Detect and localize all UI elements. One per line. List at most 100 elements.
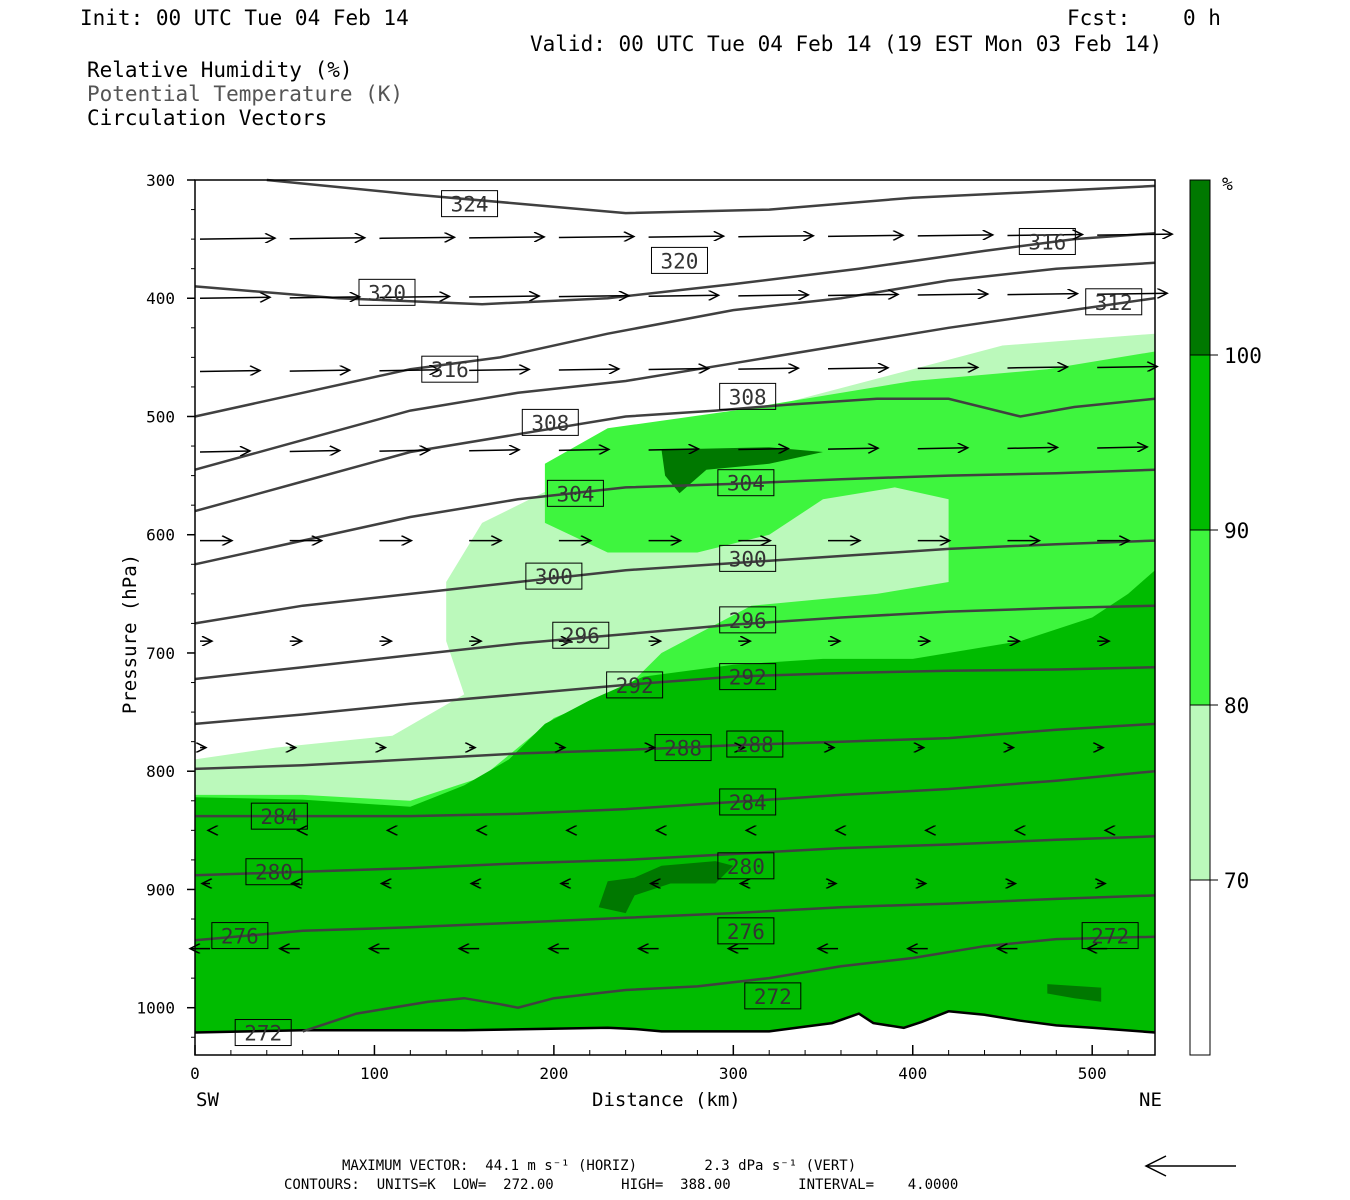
theta-contour-276	[194, 894, 1156, 942]
contour-label-box	[546, 479, 604, 507]
legend-potential-temperature: Potential Temperature (K)	[87, 82, 404, 106]
circulation-vector	[917, 294, 988, 295]
contour-label-box	[719, 544, 777, 572]
endpoint-sw: SW	[196, 1089, 219, 1111]
contour-label-box	[717, 469, 775, 497]
contour-label: 312	[1095, 291, 1133, 315]
circulation-vector	[1007, 447, 1057, 448]
circulation-vector	[738, 236, 813, 237]
circulation-vector	[917, 448, 968, 449]
circulation-vector	[828, 235, 903, 236]
contour-label-layer: 324 320 320 316 316 312 308 308 304 304 300 300 296 2…	[211, 190, 1143, 1047]
circulation-vector	[558, 296, 629, 297]
terrain-surface-line	[194, 1010, 1156, 1034]
contour-label-box	[441, 190, 499, 218]
contour-label: 320	[368, 281, 406, 305]
circulation-vector	[1097, 367, 1157, 368]
contour-label: 304	[727, 472, 765, 496]
y-tick-label: 1000	[136, 999, 175, 1018]
contour-label-box	[717, 852, 775, 880]
y-tick-label: 500	[146, 407, 175, 426]
contour-label: 272	[1091, 925, 1129, 949]
x-tick-label: 500	[1078, 1064, 1107, 1083]
theta-contour-308	[194, 397, 1156, 513]
colorbar-segment	[1189, 354, 1211, 531]
x-tick-label: 200	[539, 1064, 568, 1083]
y-tick-label: 400	[146, 289, 175, 308]
y-tick-label: 900	[146, 880, 175, 899]
contour-label-box	[521, 408, 579, 436]
contour-label: 284	[729, 791, 767, 815]
theta-contour-304	[194, 468, 1156, 566]
x-tick-label: 0	[190, 1064, 200, 1083]
y-tick-label: 300	[146, 171, 175, 190]
contour-label: 316	[1028, 230, 1066, 254]
circulation-vector	[469, 369, 529, 370]
circulation-vector	[379, 450, 429, 451]
contour-label-box	[421, 355, 479, 383]
circulation-vector	[738, 368, 798, 369]
y-tick-label: 800	[146, 762, 175, 781]
forecast-value: 0 h	[1183, 6, 1221, 30]
circulation-vector	[917, 367, 978, 368]
contour-label: 316	[431, 358, 469, 382]
theta-contour-300	[194, 539, 1156, 625]
contour-label: 276	[221, 925, 259, 949]
y-tick-label: 600	[146, 526, 175, 545]
circulation-vector	[1097, 447, 1147, 448]
contour-label: 308	[729, 385, 767, 409]
colorbar-tick-label: 90	[1224, 519, 1249, 543]
contour-label-box	[719, 663, 777, 691]
contour-label-box	[726, 730, 784, 758]
theta-contour-layer	[194, 178, 1156, 1033]
contours-info: CONTOURS: UNITS=K LOW= 272.00 HIGH= 388.…	[284, 1177, 959, 1193]
contour-label: 284	[260, 805, 298, 829]
circulation-vector	[828, 294, 898, 295]
colorbar-unit: %	[1222, 174, 1233, 195]
legend-relative-humidity: Relative Humidity (%)	[87, 58, 353, 82]
circulation-vector	[648, 295, 719, 296]
axes-layer: 300 400 500 600 700 800 900 1000 0 100 200 300 400 50…	[136, 171, 1156, 1083]
contour-label-box	[744, 982, 802, 1010]
contour-label-box	[1085, 288, 1143, 316]
theta-contour-272	[302, 935, 1156, 1033]
theta-contour-296	[194, 604, 1156, 681]
colorbar-tick-label: 80	[1224, 694, 1249, 718]
theta-contour-284	[195, 769, 1156, 818]
y-axis-title: Pressure (hPa)	[119, 553, 141, 715]
vector-layer	[190, 234, 1172, 948]
contour-label: 288	[664, 737, 702, 761]
contour-label: 280	[255, 861, 293, 885]
contour-label: 300	[729, 547, 767, 571]
colorbar-segment	[1189, 529, 1211, 706]
terrain-mask	[195, 1011, 1155, 1055]
x-tick-label: 300	[719, 1064, 748, 1083]
contour-label-box	[211, 922, 269, 950]
contour-label: 288	[736, 733, 774, 757]
contour-label-box	[719, 788, 777, 816]
contour-label-box	[1018, 227, 1076, 255]
circulation-vector	[828, 448, 878, 449]
contour-label: 272	[244, 1022, 282, 1046]
circulation-vector	[379, 237, 454, 238]
x-tick-label: 100	[360, 1064, 389, 1083]
theta-contour-316	[194, 261, 1156, 418]
reference-vector	[1144, 1155, 1236, 1177]
circulation-vector	[199, 297, 270, 298]
circulation-vector	[1097, 234, 1172, 235]
contour-label: 324	[451, 193, 489, 217]
circulation-vector	[558, 369, 619, 370]
circulation-vector	[289, 370, 350, 371]
colorbar-segment	[1189, 704, 1211, 881]
circulation-vector	[738, 449, 788, 450]
forecast-label: Fcst:	[1067, 6, 1131, 30]
circulation-vector	[289, 297, 360, 298]
circulation-vector	[379, 296, 449, 297]
circulation-vector	[738, 295, 808, 296]
x-axis-title: Distance (km)	[592, 1089, 741, 1111]
colorbar-tick-label: 70	[1224, 869, 1249, 893]
colorbar-segment	[1189, 179, 1211, 356]
theta-contour-312	[194, 296, 1156, 471]
contour-label-box	[552, 621, 610, 649]
